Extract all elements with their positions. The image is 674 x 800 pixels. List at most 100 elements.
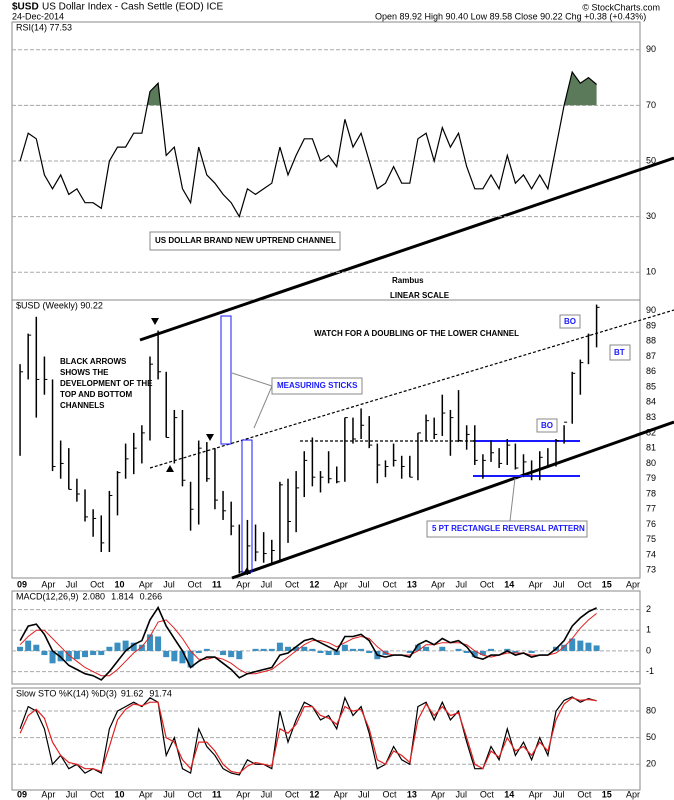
annotation: BO bbox=[541, 421, 553, 430]
callout-pointer bbox=[253, 385, 273, 429]
histogram-bar bbox=[203, 648, 210, 651]
x-tick-label: 14 bbox=[504, 579, 514, 589]
callout-pointer bbox=[509, 477, 516, 522]
x-tick-label: Jul bbox=[261, 579, 273, 589]
readout: 2.080 bbox=[83, 591, 106, 601]
x-tick-label: 11 bbox=[212, 579, 222, 589]
x-tick-label: Oct bbox=[285, 579, 300, 589]
histogram-bar bbox=[593, 645, 600, 651]
x-tick-label: 14 bbox=[504, 789, 514, 799]
callout bbox=[149, 231, 341, 251]
histogram-bar bbox=[187, 650, 194, 668]
x-tick-label: Jul bbox=[553, 789, 565, 799]
histogram-bar bbox=[285, 646, 292, 651]
x-tick-label: Apr bbox=[236, 789, 250, 799]
overbought-fill bbox=[20, 72, 597, 106]
note-line: DEVELOPMENT OF THE bbox=[60, 379, 153, 388]
histogram-bar bbox=[65, 650, 72, 662]
annotation: BO bbox=[564, 317, 576, 326]
histogram-bar bbox=[179, 650, 186, 664]
y-tick-label: 90 bbox=[646, 44, 656, 54]
y-tick-label: 73 bbox=[646, 565, 656, 575]
histogram-bar bbox=[228, 650, 235, 658]
x-tick-label: Apr bbox=[529, 579, 543, 589]
note-line: CHANNELS bbox=[60, 401, 105, 410]
price-frame bbox=[11, 299, 641, 579]
x-tick-label: 13 bbox=[407, 789, 417, 799]
y-tick-label: 50 bbox=[646, 155, 656, 165]
credit: © StockCharts.com bbox=[582, 2, 660, 12]
x-tick-label: Jul bbox=[66, 789, 78, 799]
instrument-name: US Dollar Index - Cash Settle (EOD) ICE bbox=[42, 2, 223, 13]
series-line bbox=[19, 697, 597, 774]
histogram-bar bbox=[90, 650, 97, 656]
x-tick-label: Apr bbox=[41, 789, 55, 799]
histogram-bar bbox=[73, 650, 80, 660]
histogram-bar bbox=[333, 650, 340, 656]
y-tick-label: -1 bbox=[646, 666, 654, 676]
x-tick-label: 12 bbox=[309, 579, 319, 589]
x-tick-label: Oct bbox=[188, 789, 203, 799]
histogram-bar bbox=[268, 648, 275, 651]
histogram-bar bbox=[33, 644, 40, 651]
x-tick-label: Jul bbox=[261, 789, 273, 799]
x-tick-label: Oct bbox=[90, 789, 105, 799]
histogram-bar bbox=[260, 648, 267, 651]
x-tick-label: Oct bbox=[285, 789, 300, 799]
y-tick-label: 88 bbox=[646, 336, 656, 346]
callout bbox=[559, 314, 581, 329]
arrows bbox=[151, 318, 251, 574]
y-tick-label: 80 bbox=[646, 705, 656, 715]
x-tick-label: Apr bbox=[139, 579, 153, 589]
histogram-bar bbox=[41, 650, 48, 656]
x-tick-label: Jul bbox=[553, 579, 565, 589]
x-tick-label: 13 bbox=[407, 579, 417, 589]
histogram-bar bbox=[309, 648, 316, 651]
x-tick-label: Oct bbox=[480, 579, 495, 589]
x-tick-label: 12 bbox=[309, 789, 319, 799]
x-tick-label: Oct bbox=[188, 579, 203, 589]
histogram-bar bbox=[512, 650, 519, 653]
annotation: BT bbox=[614, 348, 625, 357]
histogram-bar bbox=[25, 640, 32, 651]
histogram-bar bbox=[349, 648, 356, 651]
x-tick-label: Jul bbox=[456, 789, 468, 799]
macd-frame bbox=[11, 590, 641, 685]
histogram-bar bbox=[358, 648, 365, 651]
readout: 91.62 bbox=[121, 688, 144, 698]
series-line bbox=[19, 605, 597, 681]
histogram-bar bbox=[163, 650, 170, 658]
x-tick-label: 09 bbox=[17, 579, 27, 589]
histogram-bar bbox=[195, 650, 202, 653]
callout-pointer bbox=[231, 372, 273, 387]
x-tick-label: Oct bbox=[577, 789, 592, 799]
y-tick-label: 30 bbox=[646, 211, 656, 221]
y-tick-label: 74 bbox=[646, 549, 656, 559]
readout: 0.266 bbox=[140, 591, 163, 601]
x-tick-label: Apr bbox=[41, 579, 55, 589]
y-tick-label: 1 bbox=[646, 625, 651, 635]
y-tick-label: 83 bbox=[646, 412, 656, 422]
callout bbox=[536, 418, 558, 433]
y-tick-label: 85 bbox=[646, 381, 656, 391]
histogram-bar bbox=[585, 642, 592, 651]
histogram-bar bbox=[276, 642, 283, 651]
x-tick-label: Apr bbox=[139, 789, 153, 799]
histogram-bar bbox=[301, 646, 308, 651]
note-line: TOP AND BOTTOM bbox=[60, 390, 132, 399]
y-tick-label: 76 bbox=[646, 519, 656, 529]
y-tick-label: 90 bbox=[646, 305, 656, 315]
x-tick-label: Apr bbox=[431, 579, 445, 589]
y-tick-label: 87 bbox=[646, 351, 656, 361]
histogram-bar bbox=[138, 644, 145, 651]
annotation: US DOLLAR BRAND NEW UPTREND CHANNEL bbox=[155, 236, 336, 245]
x-tick-label: Apr bbox=[236, 579, 250, 589]
y-tick-label: 75 bbox=[646, 534, 656, 544]
histogram-bar bbox=[577, 640, 584, 651]
symbol: $USD bbox=[12, 2, 39, 13]
callout bbox=[426, 520, 588, 538]
x-tick-label: 15 bbox=[602, 789, 612, 799]
histogram-bar bbox=[479, 650, 486, 656]
upper-channel bbox=[139, 156, 674, 342]
